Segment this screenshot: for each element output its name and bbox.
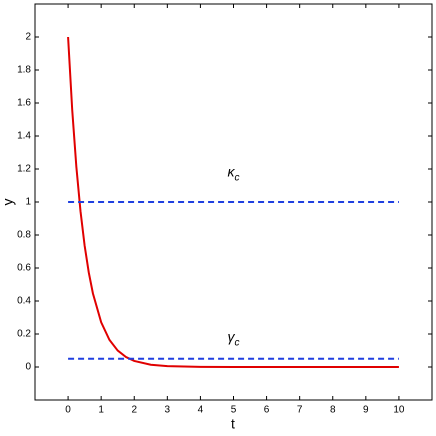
x-tick-label: 6 (264, 405, 270, 416)
x-tick-label: 2 (131, 405, 137, 416)
y-tick-label: 1 (25, 197, 31, 208)
y-tick-label: 2 (25, 32, 31, 43)
y-tick-label: 1.2 (17, 164, 31, 175)
x-tick-label: 0 (65, 405, 71, 416)
x-axis-label: t (231, 416, 235, 432)
x-tick-label: 8 (330, 405, 336, 416)
y-tick-label: 0.4 (17, 296, 31, 307)
y-tick-label: 0 (25, 362, 31, 373)
annotation: κc (228, 163, 240, 183)
x-tick-label: 1 (98, 405, 104, 416)
annotation-symbol: γ (228, 328, 236, 344)
x-tick-label: 3 (165, 405, 171, 416)
x-tick-label: 7 (297, 405, 303, 416)
x-tick-label: 10 (393, 405, 405, 416)
annotation-subscript: c (235, 337, 240, 348)
y-tick-label: 0.6 (17, 263, 31, 274)
annotation-symbol: κ (228, 163, 236, 179)
y-tick-label: 0.2 (17, 329, 31, 340)
x-tick-label: 9 (363, 405, 369, 416)
y-tick-label: 1.6 (17, 98, 31, 109)
x-tick-label: 5 (231, 405, 237, 416)
x-tick-label: 4 (198, 405, 204, 416)
y-tick-label: 1.8 (17, 65, 31, 76)
line-series (67, 36, 399, 368)
y-tick-label: 0.8 (17, 230, 31, 241)
y-tick-label: 1.4 (17, 131, 31, 142)
annotation: γc (228, 328, 240, 348)
annotation-subscript: c (235, 172, 240, 183)
y-axis-label: y (0, 199, 16, 206)
